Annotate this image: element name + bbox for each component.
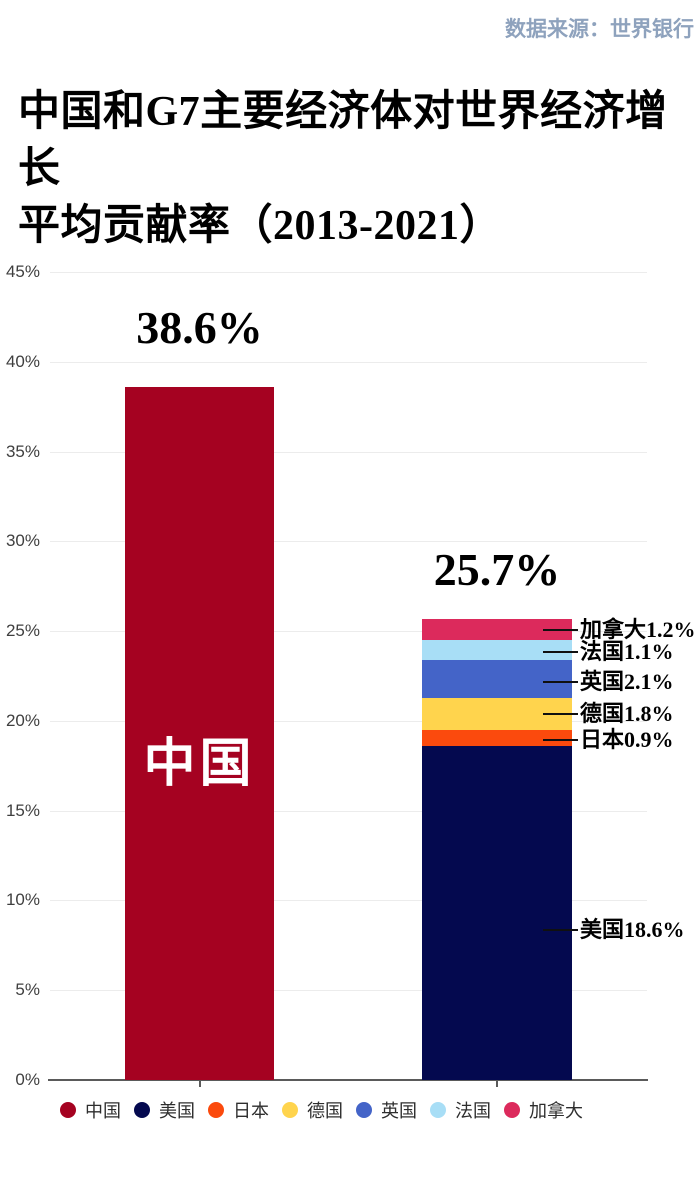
gridline-20% (50, 721, 647, 722)
callout-line-uk (543, 681, 578, 683)
y-axis-label-40%: 40% (5, 352, 40, 371)
bar-total-label-china: 38.6% (136, 302, 263, 353)
legend-item-uk: 英国 (356, 1097, 417, 1123)
bar-total-label-g7: 25.7% (433, 544, 561, 595)
bar-segment-canada (422, 618, 572, 641)
callout-line-canada (543, 629, 578, 631)
chart-title: 中国和G7主要经济体对世界经济增长 平均贡献率（2013-2021） (18, 84, 694, 255)
gridline-30% (50, 541, 647, 542)
chart-title-line-2: 平均贡献率（2013-2021） (18, 203, 502, 249)
y-axis-label-45%: 45% (5, 262, 40, 281)
y-axis-label-25%: 25% (5, 621, 40, 640)
legend-item-canada: 加拿大 (504, 1097, 583, 1123)
callout-label-france: 法国1.1% (580, 639, 674, 664)
x-axis-line (48, 1079, 648, 1081)
callout-label-usa: 美国18.6% (580, 917, 685, 942)
y-axis-label-35%: 35% (5, 442, 40, 461)
legend-label-canada: 加拿大 (529, 1101, 583, 1121)
legend-item-france: 法国 (430, 1097, 491, 1123)
y-axis-label-0%: 0% (15, 1070, 40, 1089)
data-source-note: 数据来源：世界银行 (505, 17, 694, 41)
x-axis-tick-g7 (496, 1080, 498, 1087)
legend-dot-germany (282, 1102, 298, 1118)
gridline-45% (50, 272, 647, 273)
legend-label-germany: 德国 (307, 1101, 343, 1121)
gridline-25% (50, 631, 647, 632)
y-axis-label-15%: 15% (5, 801, 40, 820)
legend-label-china: 中国 (85, 1101, 121, 1121)
legend-label-japan: 日本 (233, 1101, 269, 1121)
legend-dot-japan (208, 1102, 224, 1118)
bar-segment-usa (422, 746, 572, 1080)
callout-line-usa (543, 929, 578, 931)
gridline-40% (50, 362, 647, 363)
bar-segment-uk (422, 659, 572, 698)
gridline-5% (50, 990, 647, 991)
legend-dot-canada (504, 1102, 520, 1118)
y-axis-label-20%: 20% (5, 711, 40, 730)
chart-title-line-1: 中国和G7主要经济体对世界经济增长 (18, 89, 668, 192)
bar-inner-label-china: 中国 (143, 736, 256, 793)
legend-label-france: 法国 (455, 1101, 491, 1121)
callout-line-germany (543, 713, 578, 715)
legend-item-japan: 日本 (208, 1097, 269, 1123)
bar-segment-japan (422, 729, 572, 747)
gridline-15% (50, 811, 647, 812)
bar-segment-france (422, 640, 572, 660)
x-axis-tick-china (199, 1080, 201, 1087)
legend-label-usa: 美国 (159, 1101, 195, 1121)
callout-label-japan: 日本0.9% (580, 727, 674, 752)
gridline-10% (50, 900, 647, 901)
legend-dot-usa (134, 1102, 150, 1118)
legend-label-uk: 英国 (381, 1101, 417, 1121)
callout-label-canada: 加拿大1.2% (580, 617, 696, 642)
callout-line-france (543, 651, 578, 653)
callout-label-germany: 德国1.8% (580, 701, 674, 726)
legend: 中国 美国 日本 德国 英国 法国 加拿大 (60, 1096, 583, 1124)
callout-line-japan (543, 739, 578, 741)
legend-dot-france (430, 1102, 446, 1118)
y-axis-label-10%: 10% (5, 890, 40, 909)
legend-dot-china (60, 1102, 76, 1118)
bar-segment-china (125, 386, 274, 1080)
gridline-35% (50, 452, 647, 453)
legend-item-germany: 德国 (282, 1097, 343, 1123)
y-axis-label-30%: 30% (5, 531, 40, 550)
callout-label-uk: 英国2.1% (580, 669, 674, 694)
legend-item-usa: 美国 (134, 1097, 195, 1123)
legend-dot-uk (356, 1102, 372, 1118)
y-axis-label-5%: 5% (15, 980, 40, 999)
legend-item-china: 中国 (60, 1097, 121, 1123)
